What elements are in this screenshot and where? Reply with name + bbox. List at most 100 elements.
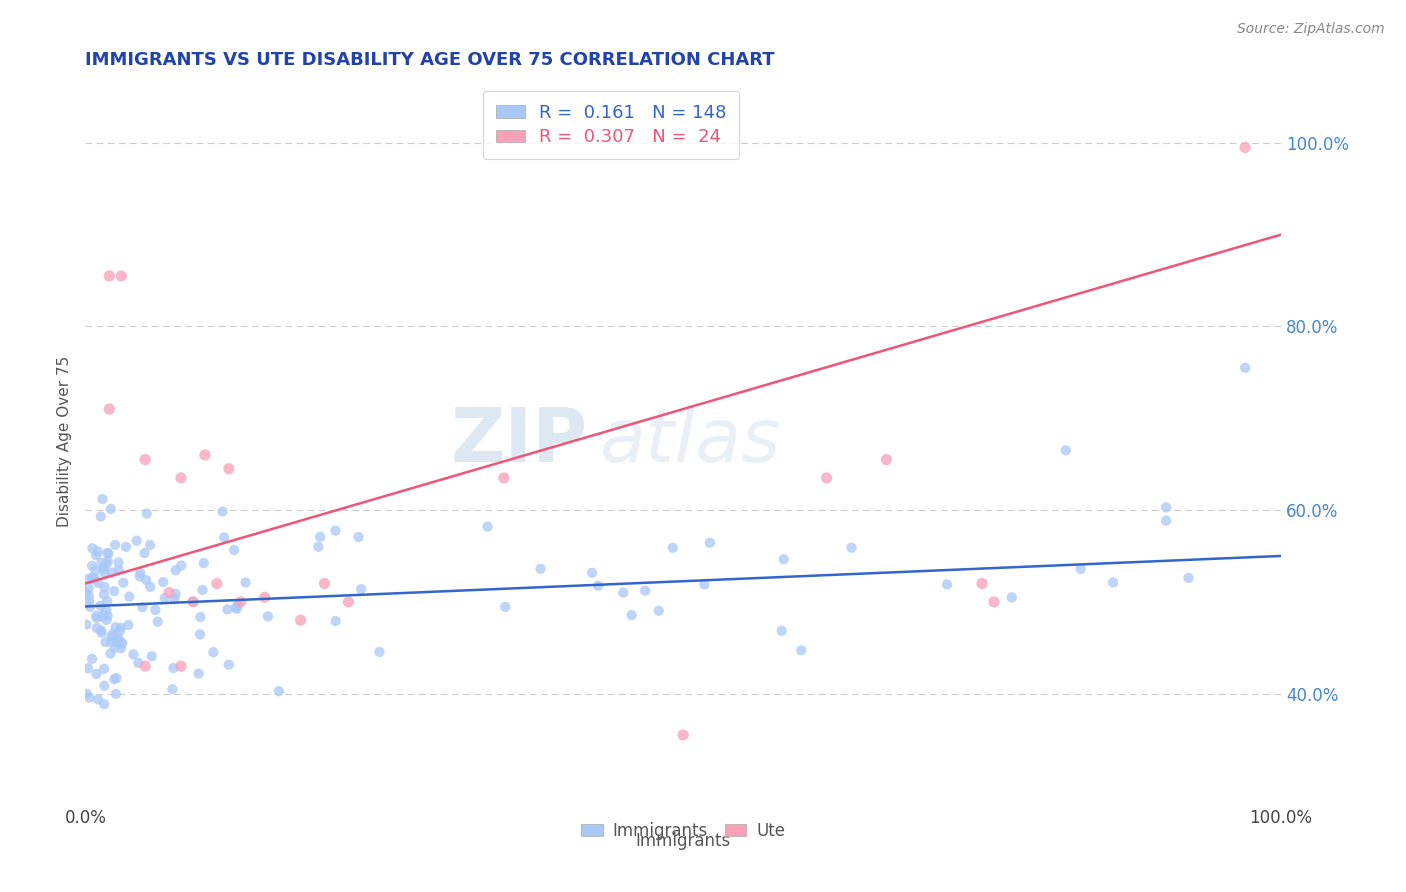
Point	[90, 624, 112, 638]
Point	[82, 541, 104, 556]
Point	[77, 572, 100, 586]
Point	[337, 595, 360, 609]
Point	[693, 577, 716, 591]
Point	[170, 659, 193, 673]
Point	[122, 648, 145, 662]
Point	[620, 608, 643, 623]
Point	[661, 541, 683, 555]
Point	[87, 575, 110, 590]
Point	[104, 620, 127, 634]
Point	[90, 509, 112, 524]
Point	[492, 471, 515, 485]
Point	[87, 544, 110, 558]
Point	[105, 671, 128, 685]
Point	[104, 687, 127, 701]
Point	[97, 608, 120, 623]
Point	[183, 594, 205, 608]
Point	[211, 504, 233, 518]
Point	[218, 657, 240, 672]
Point	[936, 577, 959, 591]
Point	[91, 492, 114, 507]
Point	[170, 471, 193, 485]
Legend: Immigrants, Ute: Immigrants, Ute	[575, 815, 792, 847]
Point	[86, 667, 108, 681]
Point	[97, 547, 120, 561]
Point	[90, 556, 112, 570]
Point	[347, 530, 370, 544]
Point	[187, 666, 209, 681]
Point	[93, 662, 115, 676]
Point	[135, 573, 157, 587]
Point	[163, 591, 186, 606]
Point	[229, 595, 252, 609]
Point	[77, 594, 100, 608]
Point	[96, 603, 118, 617]
Point	[267, 684, 290, 698]
Point	[841, 541, 863, 555]
Point	[162, 682, 184, 697]
Point	[107, 556, 129, 570]
Point	[77, 661, 100, 675]
Point	[93, 697, 115, 711]
Point	[96, 594, 118, 608]
Point	[98, 268, 121, 283]
Point	[612, 585, 634, 599]
Point	[103, 672, 125, 686]
Point	[104, 538, 127, 552]
Point	[1102, 575, 1125, 590]
Point	[1154, 514, 1177, 528]
Point	[1001, 591, 1024, 605]
Y-axis label: Disability Age Over 75: Disability Age Over 75	[58, 356, 72, 527]
Point	[529, 562, 551, 576]
Point	[97, 554, 120, 568]
Text: atlas: atlas	[599, 405, 780, 477]
Point	[1177, 571, 1199, 585]
Point	[672, 728, 695, 742]
Point	[93, 580, 115, 594]
Point	[75, 617, 97, 632]
Point	[107, 632, 129, 646]
Point	[325, 524, 347, 538]
Point	[77, 581, 100, 595]
Point	[257, 609, 280, 624]
Point	[112, 575, 135, 590]
Point	[1054, 443, 1077, 458]
Point	[108, 624, 131, 638]
Point	[1234, 360, 1257, 375]
Point	[772, 552, 794, 566]
Point	[107, 635, 129, 649]
Point	[152, 574, 174, 589]
Point	[983, 595, 1005, 609]
Point	[100, 647, 122, 661]
Point	[91, 607, 114, 622]
Point	[581, 566, 603, 580]
Point	[76, 687, 98, 701]
Point	[96, 557, 118, 571]
Point	[96, 613, 118, 627]
Point	[307, 540, 329, 554]
Point	[135, 507, 157, 521]
Point	[79, 690, 101, 705]
Point	[101, 627, 124, 641]
Point	[110, 635, 132, 649]
Point	[153, 591, 176, 605]
Point	[1234, 140, 1257, 154]
Point	[127, 656, 149, 670]
Point	[134, 659, 156, 673]
Point	[790, 643, 813, 657]
Point	[87, 692, 110, 706]
Point	[235, 575, 257, 590]
Point	[494, 599, 516, 614]
Point	[170, 558, 193, 573]
Point	[100, 502, 122, 516]
Point	[94, 635, 117, 649]
Point	[194, 448, 217, 462]
Point	[188, 610, 211, 624]
Point	[290, 613, 312, 627]
Point	[75, 586, 97, 600]
Point	[101, 566, 124, 580]
Point	[93, 588, 115, 602]
Point	[225, 600, 247, 615]
Point	[134, 452, 156, 467]
Point	[226, 597, 249, 611]
